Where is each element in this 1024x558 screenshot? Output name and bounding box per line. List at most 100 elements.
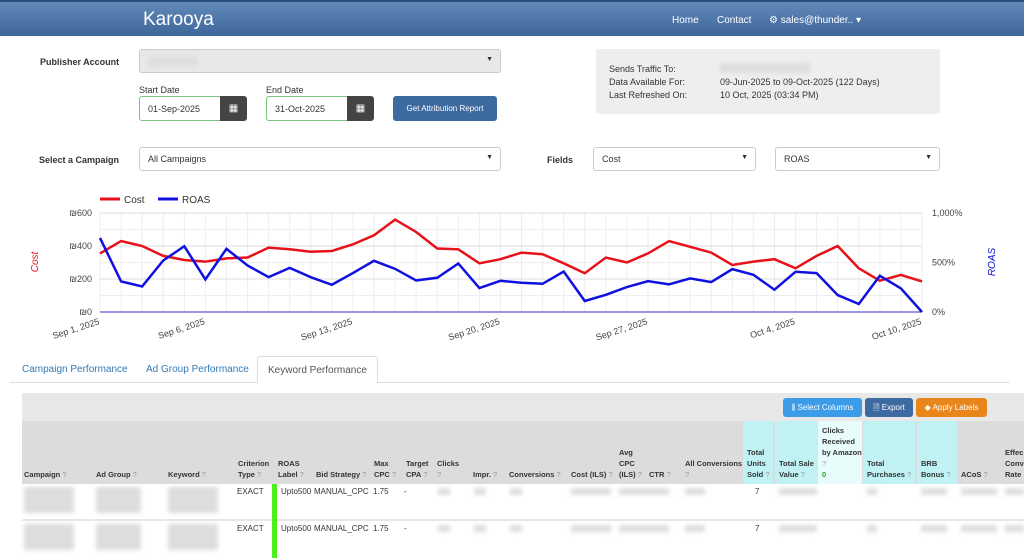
column-header[interactable]: Total Sale Value ?: [779, 458, 821, 484]
y2-axis-title: ROAS: [987, 248, 998, 277]
cell-units: 7: [755, 487, 759, 496]
y2-tick-label: 0%: [932, 307, 945, 317]
cost-roas-chart: ₪0 ₪200 ₪400 ₪600 0% 500% 1,000% Sep 1, 2025 Sep…: [0, 185, 1024, 345]
apply-labels-label: Apply Labels: [933, 403, 979, 412]
legend-label: Cost: [124, 195, 145, 206]
last-refreshed-label: Last Refreshed On:: [609, 90, 687, 100]
help-icon[interactable]: ?: [437, 470, 441, 479]
column-header[interactable]: Bid Strategy ?: [316, 469, 372, 484]
select-columns-label: Select Columns: [797, 403, 853, 412]
publisher-select[interactable]: ▼: [139, 49, 501, 73]
help-icon[interactable]: ?: [664, 470, 670, 479]
help-icon[interactable]: ?: [981, 470, 987, 479]
column-header[interactable]: Cost (ILS) ?: [571, 469, 617, 484]
help-icon[interactable]: ?: [799, 470, 805, 479]
x-tick-label: Sep 6, 2025: [157, 316, 206, 341]
calendar-icon[interactable]: ▦: [220, 96, 247, 121]
column-header[interactable]: Ad Group ?: [96, 469, 166, 484]
tab-keyword-performance[interactable]: Keyword Performance: [257, 356, 378, 384]
logo[interactable]: Karooya: [143, 9, 214, 31]
help-icon[interactable]: ?: [905, 470, 911, 479]
nav-home[interactable]: Home: [672, 15, 699, 26]
help-icon[interactable]: ?: [685, 470, 689, 479]
campaign-value: All Campaigns: [148, 154, 206, 164]
x-tick-label: Oct 4, 2025: [749, 316, 796, 340]
keyword-table: ⫼ Select Columns 🗎 Export ◆ Apply Labels…: [22, 393, 1024, 541]
campaign-select[interactable]: All Campaigns▼: [139, 147, 501, 171]
y-tick-label: ₪400: [69, 241, 92, 251]
column-header[interactable]: ACoS ?: [961, 469, 989, 484]
select-columns-button[interactable]: ⫼ Select Columns: [783, 398, 862, 417]
tab-ad-group-performance[interactable]: Ad Group Performance: [136, 356, 259, 384]
help-icon[interactable]: ?: [200, 470, 206, 479]
user-email: sales@thunder..: [781, 15, 853, 26]
help-icon[interactable]: ?: [60, 470, 66, 479]
help-icon[interactable]: ?: [554, 470, 560, 479]
help-icon[interactable]: ?: [491, 470, 497, 479]
help-icon[interactable]: ?: [298, 470, 304, 479]
help-icon[interactable]: ?: [360, 470, 366, 479]
y-tick-label: ₪0: [79, 307, 92, 317]
legend-label: ROAS: [182, 195, 211, 206]
data-available-label: Data Available For:: [609, 77, 685, 87]
x-tick-label: Sep 13, 2025: [300, 316, 354, 342]
column-header[interactable]: Max CPC ?: [374, 458, 402, 484]
column-header[interactable]: Effec Conv Rate: [1005, 447, 1024, 484]
user-menu[interactable]: ⚙ sales@thunder.. ▾: [769, 15, 861, 26]
help-icon[interactable]: ?: [131, 470, 137, 479]
column-header[interactable]: Total Purchases ?: [867, 458, 917, 484]
field1-value: Cost: [602, 154, 621, 164]
last-refreshed-value: 10 Oct, 2025 (03:34 PM): [720, 90, 819, 100]
help-icon[interactable]: ?: [390, 470, 396, 479]
x-tick-label: Sep 20, 2025: [447, 316, 501, 342]
y-axis-title: Cost: [30, 250, 41, 272]
column-header[interactable]: All Conversions ?: [685, 458, 745, 484]
column-header[interactable]: CTR ?: [649, 469, 677, 484]
calendar-icon[interactable]: ▦: [347, 96, 374, 121]
column-header[interactable]: Clicks ?: [437, 458, 459, 484]
x-tick-label: Oct 10, 2025: [871, 316, 923, 341]
column-header[interactable]: Criterion Type ?: [238, 458, 274, 484]
help-icon[interactable]: ?: [255, 470, 261, 479]
column-header[interactable]: Campaign ?: [24, 469, 94, 484]
column-header[interactable]: Avg CPC (ILS) ?: [619, 447, 647, 484]
cell-bid: MANUAL_CPC: [314, 487, 369, 496]
tab-campaign-performance[interactable]: Campaign Performance: [12, 356, 138, 384]
help-icon[interactable]: ?: [421, 470, 427, 479]
help-icon[interactable]: ?: [606, 470, 612, 479]
help-icon[interactable]: ?: [822, 459, 826, 468]
get-attribution-report-button[interactable]: Get Attribution Report: [393, 96, 497, 121]
help-icon[interactable]: ?: [944, 470, 950, 479]
help-icon[interactable]: ?: [763, 470, 769, 479]
help-icon[interactable]: ?: [636, 470, 642, 479]
field2-select[interactable]: ROAS▼: [775, 147, 940, 171]
end-date-input[interactable]: 31-Oct-2025: [266, 96, 349, 121]
series-line-roas: [100, 238, 922, 312]
export-button[interactable]: 🗎 Export: [865, 398, 913, 417]
x-tick-label: Sep 1, 2025: [51, 316, 100, 341]
column-header[interactable]: Keyword ?: [168, 469, 238, 484]
y2-tick-label: 500%: [932, 258, 955, 268]
column-header[interactable]: Target CPA ?: [406, 458, 434, 484]
export-label: Export: [882, 403, 905, 412]
column-header[interactable]: ROAS Label ?: [278, 458, 314, 484]
apply-labels-button[interactable]: ◆ Apply Labels: [916, 398, 987, 417]
field1-select[interactable]: Cost▼: [593, 147, 756, 171]
column-header[interactable]: Conversions ?: [509, 469, 569, 484]
cell-target_cpa: -: [404, 487, 407, 496]
column-header[interactable]: BRB Bonus ?: [921, 458, 959, 484]
y2-tick-label: 1,000%: [932, 208, 963, 218]
field2-value: ROAS: [784, 154, 810, 164]
start-date-input[interactable]: 01-Sep-2025: [139, 96, 222, 121]
publisher-label: Publisher Account: [40, 57, 119, 67]
nav-contact[interactable]: Contact: [717, 15, 751, 26]
cell-bid: MANUAL_CPC: [314, 524, 369, 533]
roas-label-color-bar: [272, 484, 277, 521]
column-header[interactable]: Clicks Received by Amazon ?0: [822, 425, 864, 484]
column-header[interactable]: Total Units Sold ?: [747, 447, 775, 484]
y-tick-label: ₪200: [69, 274, 92, 284]
y-tick-label: ₪600: [69, 208, 92, 218]
column-header[interactable]: Impr. ?: [473, 469, 501, 484]
